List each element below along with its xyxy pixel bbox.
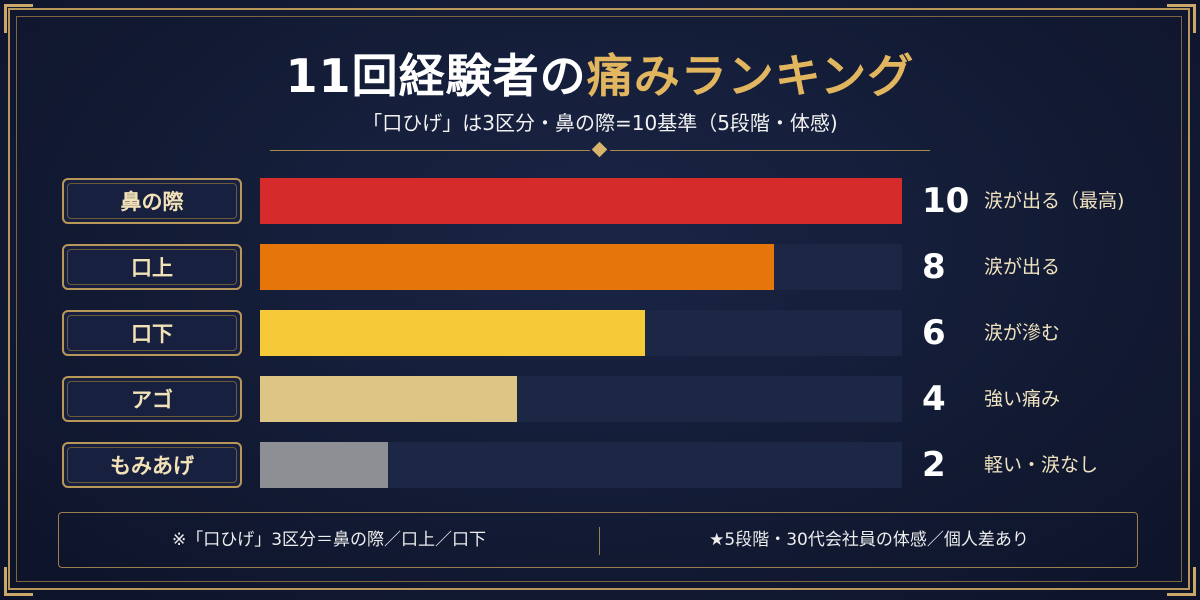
corner-ornament-top-right xyxy=(1167,4,1196,33)
footer-note-left: ※「口ひげ」3区分＝鼻の際／口上／口下 xyxy=(171,530,487,550)
footer-separator xyxy=(599,527,600,555)
category-label: アゴ xyxy=(62,376,242,422)
corner-ornament-top-left xyxy=(4,4,33,33)
bar-track xyxy=(260,178,902,224)
value-label: 8 xyxy=(922,247,946,287)
title-highlight: 痛みランキング xyxy=(586,49,915,103)
value-label: 6 xyxy=(922,313,946,353)
divider-left xyxy=(270,150,590,151)
annotation-label: 涙が滲む xyxy=(984,322,1061,344)
value-label: 4 xyxy=(922,379,946,419)
footer-note-right: ★5段階・30代会社員の体感／個人差あり xyxy=(709,530,1029,550)
category-label: 口上 xyxy=(62,244,242,290)
chart-subtitle: 「口ひげ」は3区分・鼻の際=10基準（5段階・体感) xyxy=(362,111,838,135)
annotation-label: 涙が出る（最高) xyxy=(984,190,1125,212)
bar xyxy=(260,442,388,488)
bar-track xyxy=(260,310,902,356)
annotation-label: 強い痛み xyxy=(984,388,1061,410)
divider-right xyxy=(610,150,930,151)
footer-notes: ※「口ひげ」3区分＝鼻の際／口上／口下 ★5段階・30代会社員の体感／個人差あり xyxy=(58,512,1138,568)
inner-gold-border xyxy=(16,16,1182,582)
title-prefix: 11回経験者の xyxy=(285,49,587,103)
bar-track xyxy=(260,244,902,290)
bar xyxy=(260,310,645,356)
bar xyxy=(260,244,774,290)
bar xyxy=(260,178,902,224)
annotation-label: 涙が出る xyxy=(984,256,1061,278)
value-label: 10 xyxy=(922,181,970,221)
bar-track xyxy=(260,442,902,488)
bar-track xyxy=(260,376,902,422)
chart-title: 11回経験者の痛みランキング xyxy=(0,40,1200,106)
category-label: もみあげ xyxy=(62,442,242,488)
bar xyxy=(260,376,517,422)
corner-ornament-bottom-right xyxy=(1167,567,1196,596)
value-label: 2 xyxy=(922,445,946,485)
corner-ornament-bottom-left xyxy=(4,567,33,596)
annotation-label: 軽い・涙なし xyxy=(984,454,1099,476)
outer-gold-border xyxy=(8,8,1190,590)
category-label: 口下 xyxy=(62,310,242,356)
category-label: 鼻の際 xyxy=(62,178,242,224)
